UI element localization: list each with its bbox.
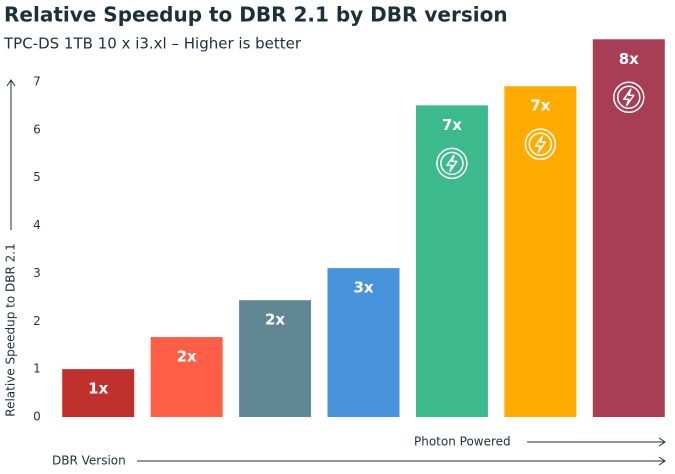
value-label: 2x — [265, 311, 285, 329]
bar — [239, 300, 312, 417]
icon-ring — [524, 128, 557, 160]
chart-subtitle: TPC-DS 1TB 10 x i3.xl – Higher is better — [3, 35, 302, 53]
y-tick-label: 1 — [33, 362, 41, 376]
icon-bolt — [534, 135, 547, 153]
bar — [150, 337, 223, 417]
y-axis-label: Relative Speedup to DBR 2.1 — [4, 243, 18, 416]
y-tick-label: 5 — [33, 170, 41, 184]
icon-ring — [528, 132, 553, 156]
y-tick-label: 6 — [33, 122, 41, 136]
y-tick-label: 0 — [33, 410, 41, 424]
chart-title: Relative Speedup to DBR 2.1 by DBR versi… — [4, 3, 508, 27]
photon-icon — [436, 147, 468, 180]
y-tick-label: 4 — [33, 218, 41, 232]
icon-ring — [440, 151, 464, 176]
annotation-arrow — [527, 437, 666, 447]
y-tick-label: 7 — [33, 74, 41, 88]
x-axis-label: DBR Version — [52, 454, 126, 468]
bar — [327, 268, 400, 417]
icon-bolt — [623, 88, 635, 107]
value-label: 1x — [88, 380, 108, 398]
value-label: 7x — [442, 116, 462, 134]
icon-bolt — [446, 154, 458, 173]
annotation: Photon Powered — [414, 435, 511, 449]
icon-ring — [617, 85, 641, 110]
bar — [504, 86, 577, 417]
y-tick-label: 2 — [33, 314, 41, 328]
value-label: 3x — [353, 279, 373, 297]
y-tick-label: 3 — [33, 266, 41, 280]
value-label: 7x — [530, 97, 550, 115]
icon-ring — [613, 81, 645, 114]
bar — [62, 369, 135, 417]
icon-ring — [436, 147, 468, 180]
value-label: 2x — [177, 348, 197, 366]
photon-icon — [524, 128, 557, 160]
value-label: 8x — [619, 50, 639, 68]
x-axis-arrow — [137, 456, 666, 466]
photon-icon — [613, 81, 645, 114]
y-axis-arrow — [6, 79, 16, 230]
